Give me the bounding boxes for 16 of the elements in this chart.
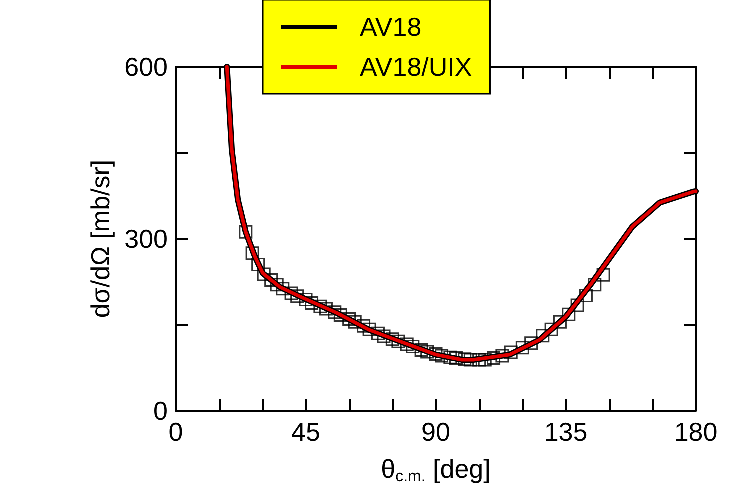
legend-label: AV18: [360, 12, 422, 42]
y-tick-label: 600: [124, 52, 168, 82]
y-tick-label: 0: [154, 396, 168, 426]
legend-label: AV18/UIX: [360, 52, 472, 82]
y-axis-title: dσ/dΩ [mb/sr]: [86, 160, 116, 318]
point: [319, 302, 333, 316]
x-tick-label: 135: [544, 417, 588, 447]
x-tick-label: 45: [292, 417, 320, 447]
x-tick-label: 90: [422, 417, 450, 447]
point: [371, 326, 385, 340]
x-tick-label: 180: [674, 417, 718, 447]
point: [362, 322, 376, 336]
point: [348, 315, 362, 329]
point: [284, 286, 298, 300]
point: [328, 306, 342, 320]
y-tick-label: 300: [124, 224, 168, 254]
